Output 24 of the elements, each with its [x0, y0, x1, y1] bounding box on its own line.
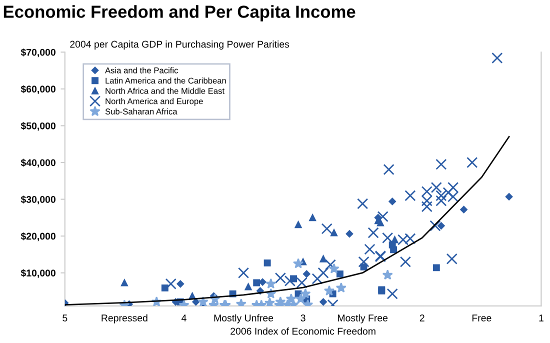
x-tick-label: 2: [420, 314, 424, 322]
x-tick-label: 5: [62, 314, 68, 322]
y-tick-label: $50,000: [20, 122, 56, 131]
x-tick-label: Repressed: [102, 314, 148, 324]
x-tick-label: Free: [472, 314, 492, 322]
x-tick-label: 3: [300, 314, 306, 322]
x-tick-label: 1: [539, 314, 544, 322]
y-tick-label: $60,000: [20, 85, 56, 94]
x-tick-label: Mostly Free: [338, 314, 388, 324]
y-tick-label: $30,000: [20, 196, 56, 204]
y-tick-label: $40,000: [20, 158, 56, 168]
x-axis-title: 2006 Index of Economic Freedom: [230, 328, 376, 335]
x-tick-label: 4: [181, 314, 186, 322]
legend-label: Asia and the Pacific: [105, 67, 178, 74]
legend-label: Sub-Saharan Africa: [105, 108, 178, 114]
y-tick-label: $20,000: [20, 232, 56, 242]
chart-title: Economic Freedom and Per Capita Income: [4, 5, 356, 22]
y-axis-title: 2004 per Capita GDP in Purchasing Power Parities: [70, 40, 290, 50]
y-tick-label: $70,000: [20, 48, 56, 58]
legend-label: North Africa and the Middle East: [106, 88, 224, 94]
y-tick-label: $10,000: [20, 269, 56, 278]
x-tick-label: Mostly Unfree: [214, 314, 274, 324]
legend-label: North America and Europe: [106, 98, 203, 106]
legend-label: Latin America and the Caribbean: [106, 78, 226, 84]
